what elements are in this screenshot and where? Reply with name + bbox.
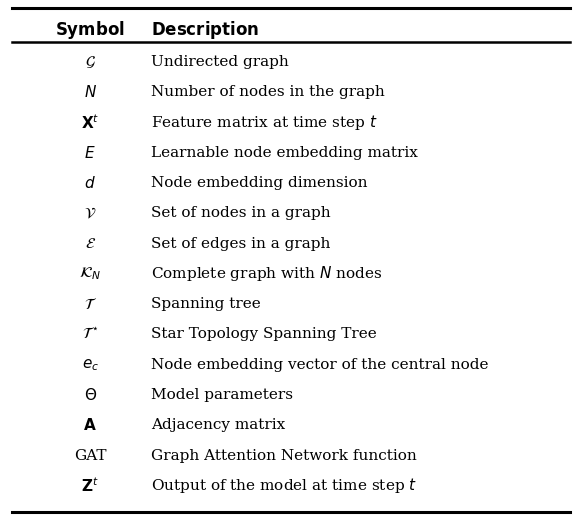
Text: Set of nodes in a graph: Set of nodes in a graph: [151, 206, 331, 220]
Text: $N$: $N$: [84, 84, 97, 100]
Text: Output of the model at time step $t$: Output of the model at time step $t$: [151, 476, 417, 495]
Text: Graph Attention Network function: Graph Attention Network function: [151, 448, 417, 462]
Text: $\mathbf{A}$: $\mathbf{A}$: [83, 417, 97, 433]
Text: $d$: $d$: [84, 175, 96, 191]
Text: $\mathcal{E}$: $\mathcal{E}$: [84, 237, 96, 251]
Text: Learnable node embedding matrix: Learnable node embedding matrix: [151, 146, 418, 160]
Text: $\mathcal{G}$: $\mathcal{G}$: [85, 54, 95, 70]
Text: $\mathcal{V}$: $\mathcal{V}$: [84, 206, 97, 221]
Text: $e_c$: $e_c$: [81, 357, 99, 373]
Text: $\bf{Description}$: $\bf{Description}$: [151, 19, 260, 41]
Text: Star Topology Spanning Tree: Star Topology Spanning Tree: [151, 328, 377, 342]
Text: $\mathbf{X}^t$: $\mathbf{X}^t$: [81, 113, 100, 132]
Text: Undirected graph: Undirected graph: [151, 55, 289, 69]
Text: GAT: GAT: [74, 448, 107, 462]
Text: Adjacency matrix: Adjacency matrix: [151, 418, 286, 432]
Text: Model parameters: Model parameters: [151, 388, 293, 402]
Text: Feature matrix at time step $t$: Feature matrix at time step $t$: [151, 113, 378, 132]
Text: Spanning tree: Spanning tree: [151, 297, 261, 311]
Text: $E$: $E$: [84, 145, 96, 161]
Text: $\mathcal{K}_N$: $\mathcal{K}_N$: [79, 266, 101, 282]
Text: Node embedding vector of the central node: Node embedding vector of the central nod…: [151, 358, 489, 372]
Text: Node embedding dimension: Node embedding dimension: [151, 176, 368, 190]
Text: $\mathbf{Z}^t$: $\mathbf{Z}^t$: [81, 476, 99, 495]
Text: Number of nodes in the graph: Number of nodes in the graph: [151, 85, 385, 99]
Text: $\mathcal{T}$: $\mathcal{T}$: [84, 297, 97, 312]
Text: Complete graph with $N$ nodes: Complete graph with $N$ nodes: [151, 264, 382, 283]
Text: $\mathcal{T}^\star$: $\mathcal{T}^\star$: [81, 327, 99, 343]
Text: Set of edges in a graph: Set of edges in a graph: [151, 237, 331, 251]
Text: $\bf{Symbol}$: $\bf{Symbol}$: [55, 19, 125, 41]
Text: $\Theta$: $\Theta$: [84, 387, 97, 403]
